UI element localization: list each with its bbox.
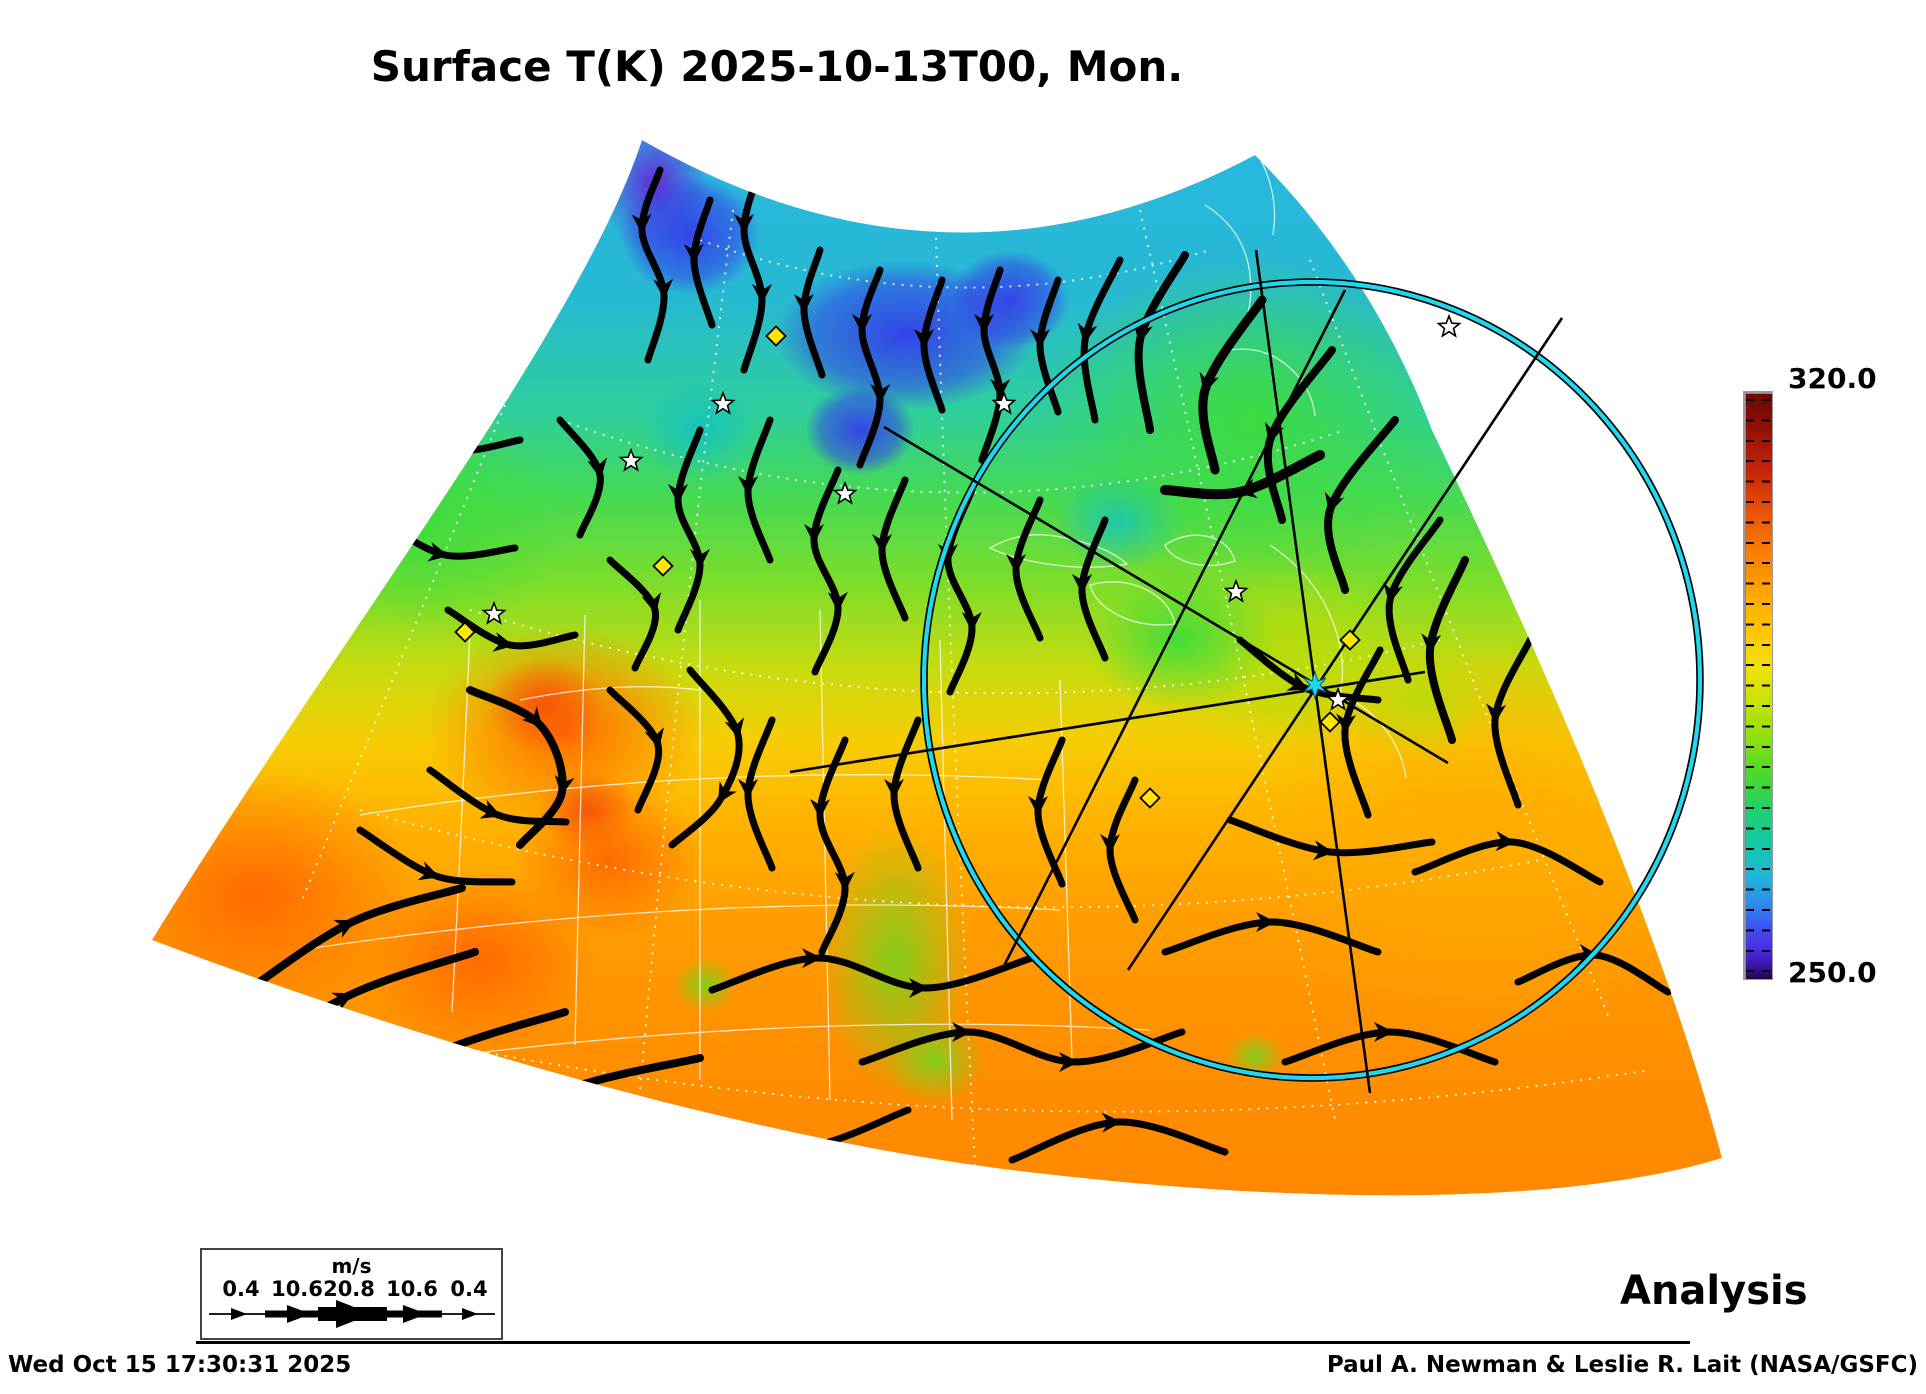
city-star-marker	[832, 480, 858, 505]
site-diamond-marker	[1339, 629, 1361, 651]
site-diamond-marker	[765, 325, 787, 347]
footer-divider	[196, 1341, 1690, 1344]
wind-speed-label: 10.6	[271, 1277, 323, 1301]
site-diamond-marker	[1319, 711, 1341, 733]
colorbar-ticks-left	[1746, 399, 1754, 974]
site-diamond-marker	[652, 555, 674, 577]
wind-speed-label: 0.4	[450, 1277, 488, 1301]
city-star-marker	[481, 600, 507, 625]
wind-speed-label: 10.6	[386, 1277, 438, 1301]
colorbar-ticks-right	[1762, 399, 1770, 974]
wind-legend-arrow-glyph	[209, 1300, 495, 1328]
credit-text: Paul A. Newman & Leslie R. Lait (NASA/GS…	[1326, 1352, 1918, 1378]
wind-legend-unit: m/s	[331, 1254, 372, 1278]
site-diamond-marker	[454, 621, 476, 643]
city-star-marker	[618, 447, 644, 472]
colorbar	[1743, 391, 1773, 980]
city-star-marker	[1325, 686, 1351, 711]
site-diamond-marker	[1139, 787, 1161, 809]
colorbar-max-label: 320.0	[1788, 362, 1877, 395]
wind-speed-label: 20.8	[323, 1277, 375, 1301]
wind-speed-label: 0.4	[222, 1277, 260, 1301]
wind-speed-legend: m/s 0.4 10.6 20.8 10.6 0.4	[200, 1248, 503, 1340]
city-star-marker	[710, 390, 736, 415]
range-ring-overlay	[789, 249, 1704, 1094]
colorbar-min-label: 250.0	[1788, 956, 1877, 989]
city-star-marker	[1223, 578, 1249, 603]
city-star-marker	[991, 390, 1017, 415]
station-marker	[1303, 670, 1327, 700]
location-markers	[454, 313, 1462, 809]
analysis-label: Analysis	[1620, 1268, 1808, 1314]
city-star-marker	[1436, 313, 1462, 338]
generated-timestamp: Wed Oct 15 17:30:31 2025	[8, 1352, 352, 1378]
coastlines-and-borders	[299, 149, 1407, 1121]
map-area	[152, 140, 1722, 1196]
page-title: Surface T(K) 2025-10-13T00, Mon.	[370, 42, 1184, 91]
